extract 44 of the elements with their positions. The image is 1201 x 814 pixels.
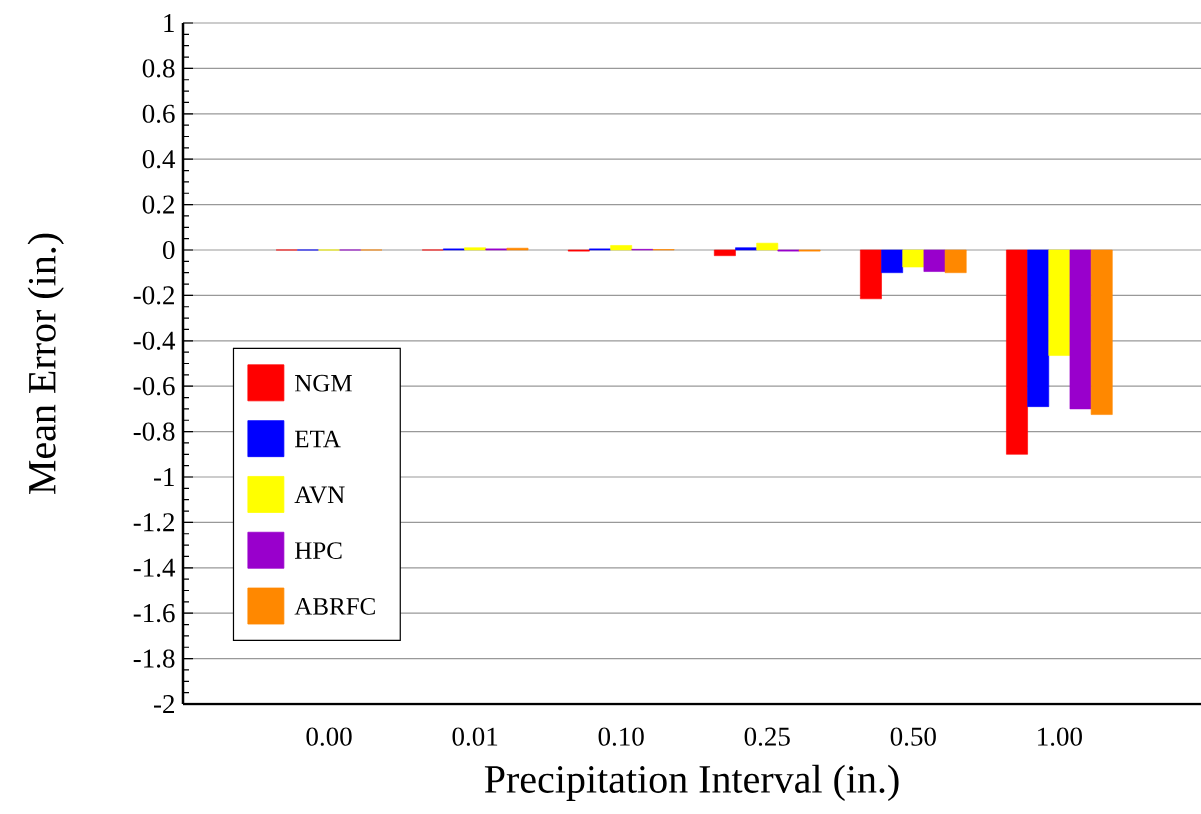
y-tick-label: -0.6: [133, 377, 175, 396]
bar: [1027, 249, 1050, 407]
y-tick-label: -0.4: [133, 331, 176, 350]
bar: [713, 249, 736, 256]
bar: [610, 245, 633, 251]
x-tick-label: 0.01: [452, 727, 498, 746]
y-tick-label: -1.6: [133, 604, 175, 623]
y-tick-label: -0.8: [133, 422, 175, 441]
bar: [1048, 249, 1071, 356]
x-tick-label: 0.00: [306, 727, 352, 746]
y-tick-label: -2: [153, 695, 174, 713]
legend-label: ETA: [295, 430, 341, 448]
bar: [1069, 249, 1092, 410]
x-axis-title: Precipitation Interval (in.): [484, 764, 899, 802]
y-tick-label: -0.2: [133, 286, 174, 305]
legend-label: NGM: [295, 374, 352, 392]
y-tick-label: 0.4: [142, 150, 176, 169]
bar: [881, 249, 904, 273]
bar: [860, 249, 882, 300]
bar: [735, 247, 757, 251]
bar: [1090, 249, 1113, 415]
y-tick-label: 0: [163, 240, 175, 260]
y-axis-title: Mean Error (in.): [27, 233, 64, 494]
bar: [756, 242, 779, 251]
bar: [1006, 249, 1028, 455]
bar: [944, 249, 967, 273]
bar: [464, 247, 487, 251]
bar: [902, 249, 925, 268]
legend-label: ABRFC: [294, 598, 375, 615]
y-tick-label: -1.8: [133, 649, 175, 668]
legend-label: AVN: [294, 486, 345, 504]
y-tick-label: -1: [153, 468, 174, 486]
x-tick-label: 0.25: [744, 727, 790, 746]
bar: [923, 249, 946, 272]
y-tick-label: 1: [164, 14, 174, 32]
legend-label: HPC: [295, 542, 342, 560]
x-tick-label: 1.00: [1038, 727, 1082, 746]
y-tick-label: -1.2: [133, 513, 174, 532]
y-tick-label: 0.8: [142, 59, 175, 78]
y-tick-label: 0.6: [142, 104, 175, 123]
y-tick-label: 0.2: [142, 195, 174, 214]
x-tick-label: 0.50: [890, 727, 936, 746]
y-tick-label: -1.4: [133, 558, 176, 577]
x-tick-label: 0.10: [598, 727, 644, 746]
